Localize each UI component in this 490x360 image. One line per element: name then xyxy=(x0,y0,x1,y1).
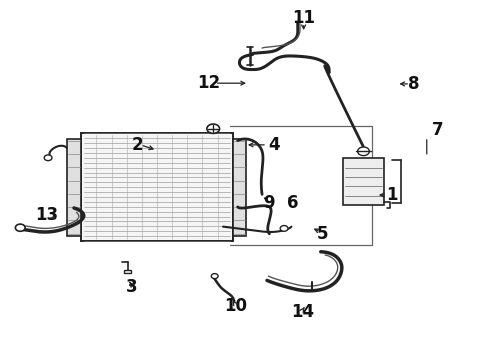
Bar xyxy=(124,270,131,273)
Text: 10: 10 xyxy=(224,297,247,315)
Text: 11: 11 xyxy=(292,9,315,27)
Text: 13: 13 xyxy=(36,206,59,224)
Text: 7: 7 xyxy=(432,121,444,139)
Text: 2: 2 xyxy=(132,136,143,154)
Circle shape xyxy=(280,226,288,231)
Text: 12: 12 xyxy=(197,74,220,92)
Text: 3: 3 xyxy=(126,278,138,296)
Circle shape xyxy=(207,124,220,134)
Bar xyxy=(81,134,233,241)
Circle shape xyxy=(44,155,52,161)
Circle shape xyxy=(211,274,218,279)
Bar xyxy=(233,139,246,235)
Text: 4: 4 xyxy=(269,136,280,154)
Text: 14: 14 xyxy=(291,303,314,321)
Bar xyxy=(343,158,384,205)
Circle shape xyxy=(358,147,369,156)
Text: 8: 8 xyxy=(408,75,419,93)
Bar xyxy=(67,139,81,235)
Text: 1: 1 xyxy=(386,186,397,204)
Circle shape xyxy=(15,224,25,231)
Text: 5: 5 xyxy=(317,225,328,243)
Text: 6: 6 xyxy=(287,194,298,212)
Text: 9: 9 xyxy=(263,194,274,212)
